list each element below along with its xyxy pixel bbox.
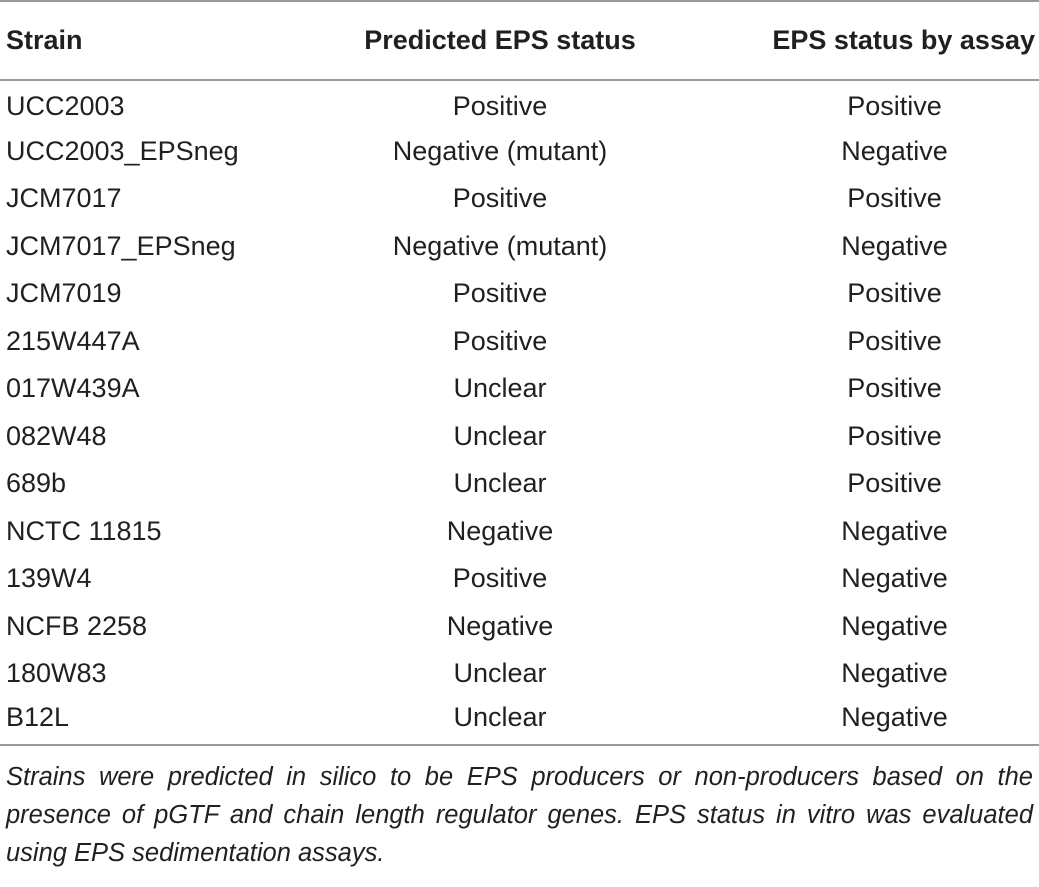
cell-predicted: Negative [446, 515, 554, 546]
cell-assay: Negative [841, 563, 948, 594]
cell-assay: Positive [847, 325, 942, 356]
cell-predicted: Positive [452, 325, 548, 356]
cell-predicted: Positive [452, 563, 548, 594]
eps-status-table: Strain Predicted EPS status EPS status b… [0, 0, 1039, 746]
cell-assay: Negative [841, 515, 948, 546]
cell-strain: JCM7017_EPSneg [6, 230, 236, 261]
cell-strain: NCFB 2258 [6, 610, 148, 641]
cell-strain: 689b [6, 468, 67, 499]
cell-predicted: Unclear [453, 373, 547, 404]
cell-predicted: Positive [452, 278, 548, 309]
table-row: 180W83 Unclear Negative [0, 650, 1039, 698]
table-row: JCM7017 Positive Positive [0, 175, 1039, 223]
cell-assay: Positive [847, 278, 942, 309]
header-predicted-eps-status: Predicted EPS status [350, 0, 650, 81]
table-footnote: Strains were predicted in silico to be E… [6, 763, 1033, 867]
cell-predicted: Negative (mutant) [392, 135, 608, 166]
header-eps-status-by-assay: EPS status by assay [650, 0, 1039, 81]
cell-assay: Positive [847, 183, 942, 214]
cell-predicted: Negative (mutant) [392, 230, 608, 261]
table-row: 689b Unclear Positive [0, 460, 1039, 508]
table-row: NCTC 11815 Negative Negative [0, 508, 1039, 556]
cell-predicted: Unclear [453, 468, 547, 499]
cell-predicted: Negative [446, 610, 554, 641]
table-row: UCC2003_EPSneg Negative (mutant) Negativ… [0, 128, 1039, 176]
table-row: JCM7017_EPSneg Negative (mutant) Negativ… [0, 223, 1039, 271]
cell-predicted: Unclear [453, 658, 547, 689]
cell-strain: 180W83 [6, 658, 107, 689]
cell-strain: NCTC 11815 [6, 515, 162, 546]
cell-assay: Negative [841, 135, 948, 166]
cell-strain: UCC2003_EPSneg [6, 135, 239, 166]
cell-strain: JCM7019 [6, 278, 122, 309]
table-row: 017W439A Unclear Positive [0, 365, 1039, 413]
cell-predicted: Positive [452, 183, 548, 214]
cell-strain: 139W4 [6, 563, 92, 594]
table-row: JCM7019 Positive Positive [0, 270, 1039, 318]
cell-strain: 017W439A [6, 373, 140, 404]
table-row: 082W48 Unclear Positive [0, 413, 1039, 461]
table-row: NCFB 2258 Negative Negative [0, 603, 1039, 651]
cell-strain: JCM7017 [6, 183, 122, 214]
cell-assay: Negative [841, 230, 948, 261]
cell-strain: B12L [0, 697, 350, 746]
cell-assay: Positive [847, 468, 942, 499]
cell-assay: Negative [650, 697, 1039, 746]
cell-predicted: Unclear [453, 420, 547, 451]
cell-strain: UCC2003 [6, 90, 125, 121]
cell-assay: Negative [841, 658, 948, 689]
header-strain: Strain [0, 0, 350, 81]
header-row: Strain Predicted EPS status EPS status b… [0, 0, 1039, 81]
cell-strain: 082W48 [6, 420, 107, 451]
table-row: B12L Unclear Negative [0, 697, 1039, 746]
cell-strain: 215W447A [6, 325, 140, 356]
table-row: UCC2003 Positive Positive [0, 80, 1039, 128]
table-row: 139W4 Positive Negative [0, 555, 1039, 603]
cell-assay: Positive [847, 373, 942, 404]
table-header: Strain Predicted EPS status EPS status b… [0, 0, 1039, 81]
cell-predicted: Positive [452, 90, 548, 121]
table-row: 215W447A Positive Positive [0, 318, 1039, 366]
cell-assay: Negative [841, 610, 948, 641]
cell-assay: Positive [847, 90, 942, 121]
table-body: UCC2003 Positive Positive UCC2003_EPSneg… [0, 80, 1039, 746]
cell-assay: Positive [847, 420, 942, 451]
cell-predicted: Unclear [350, 697, 650, 746]
